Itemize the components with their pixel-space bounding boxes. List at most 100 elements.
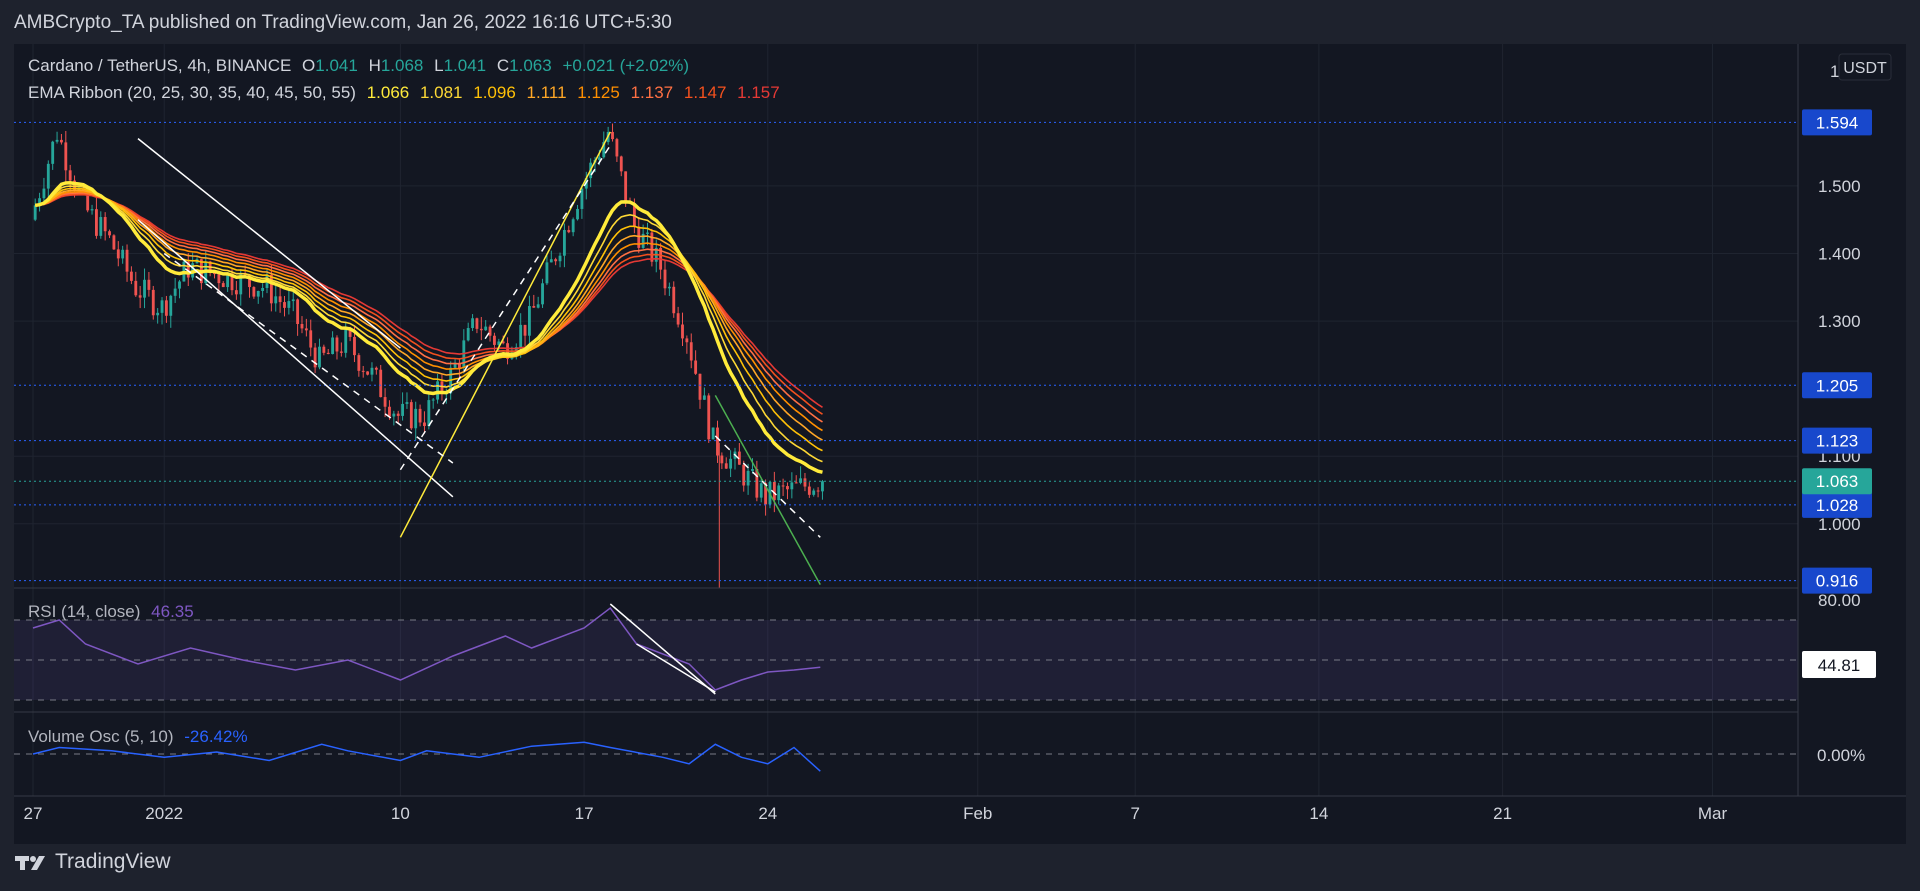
ema-legend[interactable]: EMA Ribbon (20, 25, 30, 35, 40, 45, 50, … bbox=[28, 83, 780, 103]
candle-up bbox=[759, 483, 763, 498]
candle-down bbox=[269, 274, 273, 304]
candle-up bbox=[427, 400, 431, 427]
candle-down bbox=[781, 485, 785, 487]
ema-line-25 bbox=[35, 185, 823, 463]
candle-up bbox=[405, 402, 409, 404]
candle-down bbox=[348, 328, 352, 337]
candle-down bbox=[64, 142, 68, 171]
candle-up bbox=[497, 341, 501, 345]
tradingview-logo-icon bbox=[15, 856, 45, 870]
candle-down bbox=[112, 235, 116, 250]
footer-brand[interactable]: TradingView bbox=[15, 850, 171, 874]
open-label: O bbox=[302, 56, 316, 75]
ema-value-7: 1.147 bbox=[683, 83, 727, 102]
vosc-title: Volume Osc (5, 10) bbox=[28, 727, 174, 746]
rsi-current-badge bbox=[1802, 651, 1876, 678]
ema-value-2: 1.081 bbox=[419, 83, 463, 102]
candle-down bbox=[357, 355, 361, 371]
close-value: 1.063 bbox=[509, 56, 552, 75]
ema-value-4: 1.111 bbox=[526, 83, 567, 102]
trendline-yellow bbox=[399, 131, 611, 538]
candle-down bbox=[278, 296, 282, 303]
rsi-pane[interactable] bbox=[14, 603, 1798, 701]
candle-down bbox=[803, 478, 807, 487]
candle-down bbox=[125, 249, 129, 272]
time-tick: 14 bbox=[1309, 804, 1328, 823]
candle-up bbox=[484, 326, 488, 331]
candle-down bbox=[213, 272, 216, 275]
rsi-legend[interactable]: RSI (14, close) 46.35 bbox=[28, 602, 194, 622]
trendlines[interactable] bbox=[137, 131, 821, 585]
vosc-tick-zero: 0.00% bbox=[1817, 746, 1865, 765]
time-axis[interactable]: 27 2022 10 17 24 Feb 7 14 21 Mar bbox=[24, 804, 1728, 823]
candle-up bbox=[344, 328, 348, 353]
candle-up bbox=[812, 490, 816, 495]
candle-down bbox=[488, 326, 492, 336]
candle-up bbox=[33, 205, 37, 220]
high-value: 1.068 bbox=[380, 56, 424, 75]
ema-ribbon[interactable] bbox=[34, 181, 823, 474]
trendline-white bbox=[137, 219, 454, 498]
candle-down bbox=[418, 408, 422, 423]
candle-up bbox=[90, 209, 94, 211]
candle-down bbox=[383, 397, 387, 407]
horizontal-levels[interactable] bbox=[14, 121, 1798, 582]
unit-badge[interactable] bbox=[1838, 53, 1892, 81]
candle-down bbox=[138, 295, 142, 298]
candle-down bbox=[479, 328, 483, 331]
rsi-title: RSI (14, close) bbox=[28, 602, 141, 621]
candle-down bbox=[309, 330, 313, 348]
candle-down bbox=[554, 259, 558, 262]
level-badge-label: 1.594 bbox=[1816, 113, 1859, 132]
candle-down bbox=[388, 406, 391, 417]
volume-osc-pane[interactable] bbox=[14, 741, 1798, 772]
level-badge-label: 1.028 bbox=[1816, 496, 1859, 515]
candle-down bbox=[786, 486, 789, 490]
price-tick-top: 1 bbox=[1830, 62, 1839, 81]
candle-down bbox=[94, 209, 98, 236]
candle-up bbox=[169, 295, 173, 316]
publisher-line: AMBCrypto_TA published on TradingView.co… bbox=[14, 12, 672, 33]
candle-down bbox=[637, 226, 641, 248]
candle-down bbox=[86, 191, 90, 211]
candle-down bbox=[663, 269, 667, 289]
level-badge-label: 1.123 bbox=[1816, 432, 1859, 451]
candle-up bbox=[261, 287, 265, 291]
candle-down bbox=[694, 360, 698, 374]
candle-up bbox=[667, 286, 671, 289]
candle-down bbox=[60, 139, 63, 143]
candle-up bbox=[42, 188, 46, 199]
trendline-white-dashed-fall bbox=[714, 435, 821, 538]
candle-up bbox=[431, 399, 435, 401]
candle-down bbox=[339, 351, 343, 353]
candle-up bbox=[527, 306, 531, 336]
candle-up bbox=[471, 318, 474, 329]
candle-up bbox=[821, 481, 824, 492]
candle-down bbox=[296, 299, 300, 325]
time-tick: Mar bbox=[1698, 804, 1728, 823]
symbol-legend[interactable]: Cardano / TetherUS, 4h, BINANCE O1.041 H… bbox=[28, 56, 689, 76]
time-tick: 21 bbox=[1493, 804, 1512, 823]
candle-up bbox=[226, 273, 230, 288]
ema-title: EMA Ribbon (20, 25, 30, 35, 40, 45, 50, … bbox=[28, 83, 356, 102]
candle-down bbox=[567, 229, 571, 233]
candle-up bbox=[38, 198, 41, 206]
candle-down bbox=[501, 341, 505, 344]
candle-down bbox=[672, 286, 676, 314]
unit-label: USDT bbox=[1843, 60, 1887, 77]
candle-down bbox=[720, 455, 724, 464]
candle-down bbox=[523, 324, 527, 336]
candle-down bbox=[493, 335, 496, 345]
ema-value-6: 1.137 bbox=[630, 83, 674, 102]
level-badge bbox=[1802, 372, 1872, 399]
price-tick: 1.400 bbox=[1818, 244, 1861, 263]
candle-down bbox=[764, 483, 768, 505]
candle-up bbox=[646, 232, 649, 234]
candle-down bbox=[103, 217, 107, 232]
candle-down bbox=[313, 347, 317, 368]
candle-up bbox=[51, 141, 55, 164]
low-label: L bbox=[434, 56, 444, 75]
vosc-legend[interactable]: Volume Osc (5, 10) -26.42% bbox=[28, 727, 248, 747]
